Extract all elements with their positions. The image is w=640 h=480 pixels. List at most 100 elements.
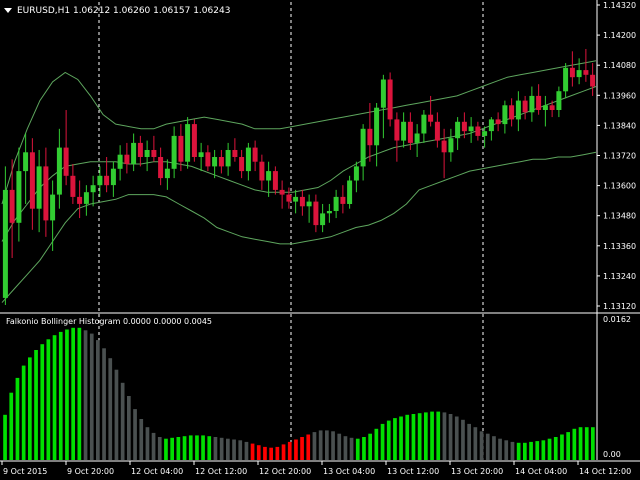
histogram-bar: [46, 339, 51, 460]
histogram-bar: [114, 369, 119, 460]
histogram-bar: [312, 432, 317, 460]
candle: [56, 128, 62, 209]
candle-body: [252, 147, 258, 162]
histogram-bar: [362, 437, 366, 460]
time-tick-label: 14 Oct 12:00: [579, 467, 631, 476]
candle-body: [387, 79, 393, 120]
candle: [279, 180, 285, 209]
candle: [434, 112, 440, 148]
histogram-axis: 0.0162 0.00: [603, 315, 631, 459]
candle: [407, 112, 413, 150]
candle: [266, 161, 272, 197]
candle-body: [488, 119, 494, 132]
candle-body: [90, 185, 96, 193]
candle-body: [347, 180, 353, 204]
candle: [522, 95, 528, 120]
candle-body: [158, 157, 164, 179]
histogram-bar: [306, 434, 311, 460]
time-tick-label: 13 Oct 12:00: [387, 467, 439, 476]
histogram-bar: [584, 427, 589, 460]
price-tick-label: 1.13600: [603, 182, 636, 191]
time-tick-label: 12 Oct 04:00: [131, 467, 183, 476]
histogram-bar: [467, 423, 471, 460]
candlesticks: [2, 48, 596, 305]
time-tick-label: 12 Oct 20:00: [259, 467, 311, 476]
candle-body: [515, 100, 521, 120]
candle: [191, 119, 197, 162]
candle: [272, 166, 278, 195]
candle: [144, 140, 150, 172]
candle-body: [232, 150, 238, 157]
candle: [124, 142, 130, 174]
histogram-bar: [40, 344, 45, 460]
candle: [212, 149, 218, 179]
candle-body: [83, 192, 89, 204]
candle: [198, 142, 204, 172]
candle: [9, 159, 15, 258]
histogram-bar: [28, 357, 32, 460]
candle: [387, 72, 393, 127]
histogram-bar: [58, 331, 63, 460]
candle: [117, 145, 123, 181]
candle-body: [455, 121, 461, 139]
candle-body: [367, 128, 373, 146]
candle-body: [434, 121, 440, 141]
histogram-bar: [96, 340, 100, 460]
candle: [164, 159, 170, 190]
candle-body: [360, 128, 366, 167]
candle-body: [131, 142, 137, 164]
candle: [515, 91, 521, 132]
price-tick-label: 1.13840: [603, 121, 636, 130]
candle: [576, 58, 582, 85]
candle-body: [299, 196, 305, 207]
candle: [43, 147, 49, 237]
candle: [441, 128, 447, 179]
candle: [259, 154, 265, 190]
histogram-bar: [182, 436, 187, 460]
time-tick-label: 13 Oct 04:00: [323, 467, 375, 476]
candle-body: [414, 133, 420, 143]
time-tick-label: 12 Oct 12:00: [195, 467, 247, 476]
histogram-bar: [485, 433, 490, 460]
candle-body: [475, 126, 481, 136]
histogram-bar: [436, 411, 441, 460]
histogram-bar: [213, 437, 218, 460]
bollinger-upper-line: [1, 60, 597, 205]
histogram-bar: [535, 441, 540, 460]
candle: [83, 185, 89, 216]
histogram-bar: [34, 350, 38, 460]
histogram-bar: [337, 433, 342, 460]
candle: [353, 161, 359, 193]
histogram-bar: [256, 445, 261, 460]
candle: [367, 102, 373, 162]
candle-body: [509, 105, 515, 120]
candle-body: [178, 135, 184, 162]
histogram-bar: [461, 419, 465, 460]
candle-body: [63, 147, 69, 176]
candle-body: [448, 138, 454, 153]
candle: [394, 112, 400, 162]
candle: [29, 138, 35, 230]
histogram-bar: [3, 414, 7, 460]
candle: [374, 102, 380, 167]
candle-body: [482, 131, 488, 136]
histogram-bar: [71, 327, 75, 460]
candle-body: [36, 166, 42, 209]
collapse-triangle-icon[interactable]: [4, 8, 12, 13]
histogram-bar: [281, 444, 286, 460]
candle-body: [23, 152, 29, 172]
candle-body: [468, 126, 474, 132]
candle: [563, 63, 569, 99]
candle: [549, 100, 555, 118]
histogram-bar: [244, 441, 249, 460]
time-tick-label: 13 Oct 20:00: [451, 467, 503, 476]
candle-body: [401, 121, 407, 141]
histogram-bar: [269, 447, 273, 460]
histogram-bar: [454, 416, 459, 460]
panel-frames: [0, 0, 640, 462]
candle-body: [421, 114, 427, 134]
candle: [461, 112, 467, 139]
candle: [171, 126, 177, 179]
candle: [347, 175, 353, 209]
histogram-bar: [591, 427, 595, 460]
